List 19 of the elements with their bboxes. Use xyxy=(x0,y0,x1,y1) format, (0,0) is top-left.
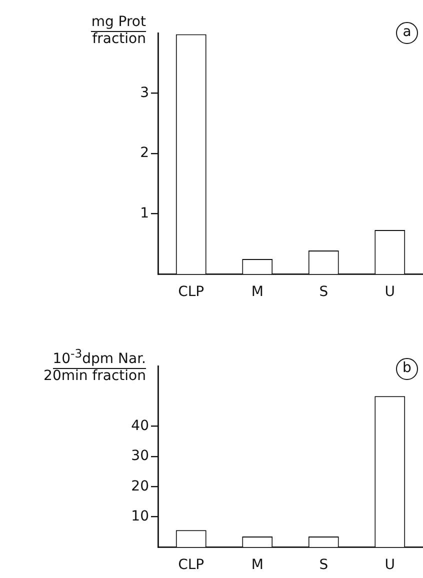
y-tick-label: 20 xyxy=(131,478,149,494)
x-tick-label: S xyxy=(319,284,328,300)
y-tick-label: 30 xyxy=(131,448,149,464)
x-tick-label: CLP xyxy=(178,557,204,574)
y-tick-label: 10 xyxy=(131,508,149,524)
x-tick-label: M xyxy=(251,284,264,300)
y-axis-title: mg Prot fraction xyxy=(91,14,146,48)
y-tick-label: 3 xyxy=(140,84,149,101)
y-tick-label: 40 xyxy=(131,418,149,434)
x-tick-label: CLP xyxy=(178,284,204,300)
y-tick-label: 1 xyxy=(140,205,149,222)
y-axis-title: 10$^{-3}$dpm Nar. 20min fraction xyxy=(44,346,146,385)
annotation: b xyxy=(396,358,418,380)
x-tick-label: U xyxy=(384,284,395,300)
x-tick-label: S xyxy=(319,557,328,574)
x-tick-label: U xyxy=(384,557,395,574)
x-tick-label: M xyxy=(251,557,264,574)
y-tick-label: 2 xyxy=(140,145,149,162)
annotation: a xyxy=(396,22,418,44)
